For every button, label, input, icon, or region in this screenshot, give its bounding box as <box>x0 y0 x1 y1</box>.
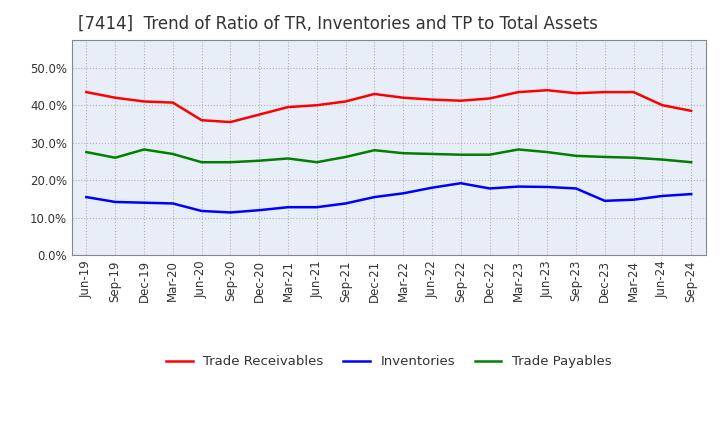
Trade Receivables <box>629 89 638 95</box>
Inventories <box>600 198 609 203</box>
Inventories <box>370 194 379 200</box>
Inventories <box>140 200 148 205</box>
Trade Payables <box>284 156 292 161</box>
Trade Receivables <box>197 117 206 123</box>
Trade Payables <box>312 160 321 165</box>
Trade Payables <box>543 150 552 155</box>
Inventories <box>629 197 638 202</box>
Inventories <box>572 186 580 191</box>
Inventories <box>255 208 264 213</box>
Inventories <box>341 201 350 206</box>
Inventories <box>543 184 552 190</box>
Trade Payables <box>600 154 609 160</box>
Inventories <box>111 199 120 205</box>
Trade Receivables <box>543 88 552 93</box>
Inventories <box>658 193 667 198</box>
Legend: Trade Receivables, Inventories, Trade Payables: Trade Receivables, Inventories, Trade Pa… <box>161 350 616 374</box>
Inventories <box>312 205 321 210</box>
Trade Receivables <box>514 89 523 95</box>
Trade Receivables <box>687 108 696 114</box>
Trade Payables <box>255 158 264 163</box>
Trade Receivables <box>428 97 436 102</box>
Inventories <box>485 186 494 191</box>
Trade Payables <box>428 151 436 157</box>
Trade Receivables <box>572 91 580 96</box>
Trade Receivables <box>284 104 292 110</box>
Trade Receivables <box>255 112 264 117</box>
Inventories <box>399 191 408 196</box>
Trade Receivables <box>312 103 321 108</box>
Trade Payables <box>629 155 638 160</box>
Trade Payables <box>485 152 494 158</box>
Trade Payables <box>572 153 580 158</box>
Inventories <box>197 208 206 213</box>
Trade Receivables <box>168 100 177 105</box>
Inventories <box>428 185 436 191</box>
Inventories <box>168 201 177 206</box>
Trade Receivables <box>140 99 148 104</box>
Trade Receivables <box>658 103 667 108</box>
Trade Receivables <box>485 96 494 101</box>
Trade Receivables <box>600 89 609 95</box>
Inventories <box>514 184 523 189</box>
Inventories <box>82 194 91 200</box>
Trade Payables <box>140 147 148 152</box>
Trade Receivables <box>226 119 235 125</box>
Line: Trade Receivables: Trade Receivables <box>86 90 691 122</box>
Trade Payables <box>341 154 350 160</box>
Inventories <box>284 205 292 210</box>
Trade Payables <box>226 160 235 165</box>
Trade Payables <box>399 150 408 156</box>
Trade Payables <box>168 151 177 157</box>
Inventories <box>226 210 235 215</box>
Trade Receivables <box>370 92 379 97</box>
Trade Payables <box>456 152 465 158</box>
Trade Receivables <box>82 89 91 95</box>
Line: Inventories: Inventories <box>86 183 691 213</box>
Trade Payables <box>687 160 696 165</box>
Trade Receivables <box>341 99 350 104</box>
Trade Payables <box>111 155 120 160</box>
Trade Payables <box>197 160 206 165</box>
Trade Payables <box>370 147 379 153</box>
Inventories <box>687 191 696 197</box>
Trade Payables <box>82 150 91 155</box>
Trade Receivables <box>456 98 465 103</box>
Text: [7414]  Trend of Ratio of TR, Inventories and TP to Total Assets: [7414] Trend of Ratio of TR, Inventories… <box>78 15 598 33</box>
Trade Receivables <box>399 95 408 100</box>
Trade Payables <box>514 147 523 152</box>
Inventories <box>456 180 465 186</box>
Trade Payables <box>658 157 667 162</box>
Trade Receivables <box>111 95 120 100</box>
Line: Trade Payables: Trade Payables <box>86 150 691 162</box>
